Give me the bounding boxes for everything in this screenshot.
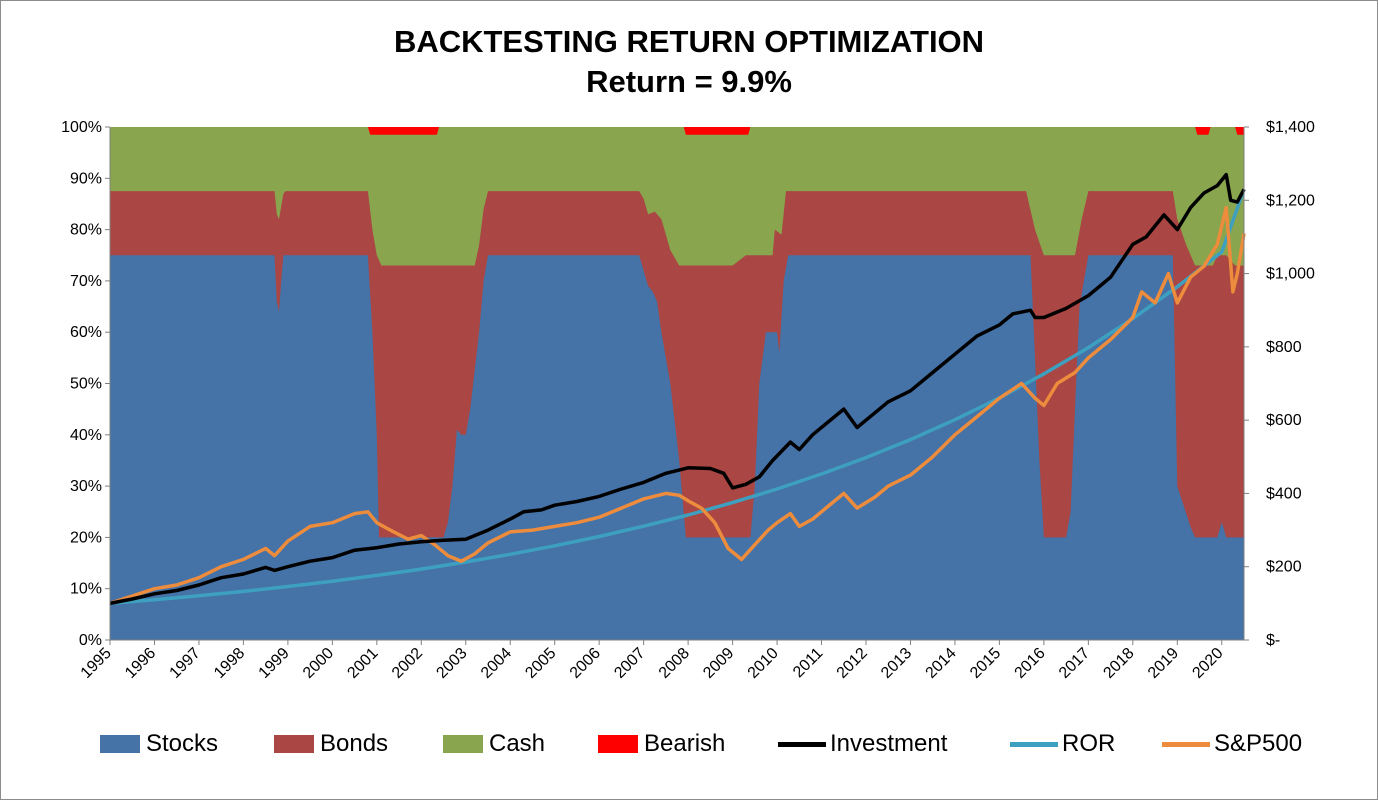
x-tick-label: 2005 [522,645,559,682]
y-right-tick-label: $1,000 [1266,266,1315,283]
value-lines [109,172,1246,606]
y-left-tick-label: 40% [70,427,102,444]
legend-item-stocks: Stocks [100,726,218,762]
x-tick-label: 1997 [167,645,204,682]
y-left-tick-label: 30% [70,478,102,495]
x-tick-label: 2014 [923,645,960,682]
x-tick-label: 1998 [211,645,248,682]
x-tick-label: 2018 [1100,645,1137,682]
x-tick-label: 1995 [78,645,115,682]
x-tick-label: 2007 [611,645,648,682]
area-bearish-band [110,127,1244,135]
y-left-tick-label: 80% [70,222,102,239]
line-ror [109,188,1246,606]
x-tick-label: 2020 [1189,645,1226,682]
legend-swatch-bonds [274,735,314,753]
x-tick-label: 2009 [700,645,737,682]
y-right-tick-label: $200 [1266,559,1302,576]
x-tick-label: 2011 [790,645,826,681]
y-left-tick-label: 0% [79,632,102,649]
x-tick-label: 2019 [1145,645,1182,682]
legend-swatch-stocks [100,735,140,753]
x-tick-label: 2008 [656,645,693,682]
legend-line-ror [1010,741,1058,747]
y-left-tick-label: 50% [70,376,102,393]
y-right-tick-label: $400 [1266,485,1302,502]
x-tick-label: 2010 [745,645,782,682]
y-right-tick-label: $- [1266,632,1280,649]
x-tick-label: 2017 [1056,645,1093,682]
x-tick-label: 2002 [389,645,426,682]
legend-label-bearish: Bearish [644,730,726,757]
legend-label-ror: ROR [1062,730,1116,757]
legend-line-investment [778,741,826,747]
chart-title-block: BACKTESTING RETURN OPTIMIZATION Return =… [0,22,1378,102]
legend-line-sp500 [1162,741,1210,747]
x-tick-label: 2004 [478,645,515,682]
legend-swatch-bearish [598,735,638,753]
allocation-areas [110,127,1244,641]
y-left-tick-label: 100% [61,119,102,136]
legend-item-investment: Investment [778,726,947,762]
legend: Stocks Bonds Cash Bearish Investment ROR… [0,726,1378,762]
x-tick-label: 2006 [567,645,604,682]
legend-label-stocks: Stocks [146,730,219,757]
x-tick-label: 2015 [967,645,1004,682]
y-right-tick-label: $600 [1266,412,1302,429]
chart-subtitle: Return = 9.9% [586,64,792,99]
legend-item-bearish: Bearish [598,726,725,762]
x-tick-label: 2003 [433,645,470,682]
y-right-tick-label: $800 [1266,339,1302,356]
legend-item-ror: ROR [1010,726,1115,762]
legend-item-sp500: S&P500 [1162,726,1302,762]
y-right-tick-label: $1,400 [1266,119,1315,136]
chart-title: BACKTESTING RETURN OPTIMIZATION [393,24,985,59]
x-tick-label: 1996 [122,645,159,682]
y-left-tick-label: 10% [70,581,102,598]
y-left-tick-label: 70% [70,273,102,290]
legend-label-investment: Investment [830,730,948,757]
y-left-tick-label: 90% [70,170,102,187]
y-left-tick-label: 20% [70,529,102,546]
x-tick-label: 1999 [256,645,293,682]
line-sp500 [109,205,1246,606]
legend-label-cash: Cash [489,730,546,757]
line-investment [109,172,1246,606]
x-tick-label: 2000 [300,645,337,682]
legend-label-sp500: S&P500 [1214,730,1303,757]
x-tick-label: 2001 [344,645,381,682]
legend-item-bonds: Bonds [274,726,388,762]
legend-item-cash: Cash [443,726,545,762]
x-tick-label: 2013 [878,645,915,682]
x-tick-label: 2012 [834,645,871,682]
y-right-tick-label: $1,200 [1266,192,1315,209]
legend-swatch-cash [443,735,483,753]
x-tick-label: 2016 [1012,645,1049,682]
y-left-tick-label: 60% [70,324,102,341]
legend-label-bonds: Bonds [320,730,389,757]
